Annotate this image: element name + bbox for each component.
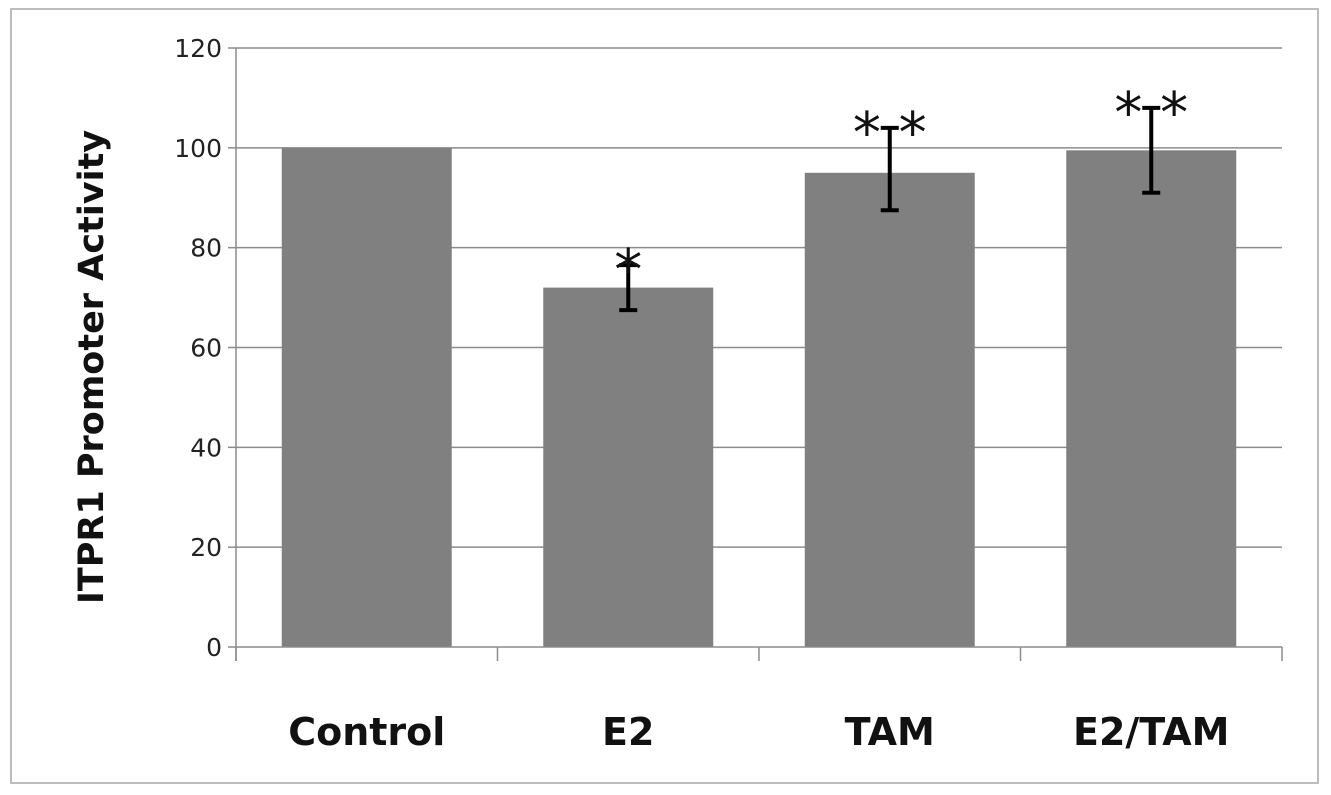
y-tick-label: 40 xyxy=(190,433,222,462)
bar-control xyxy=(281,147,452,648)
bars xyxy=(281,147,1237,648)
y-axis-ticks: 0 20 40 60 80 100 120 xyxy=(174,34,237,662)
category-label: Control xyxy=(288,710,445,754)
bar-e2 xyxy=(543,287,714,647)
significance-marker: * * xyxy=(853,101,927,166)
category-label: E2/TAM xyxy=(1073,710,1229,754)
category-labels: Control E2 TAM E2/TAM xyxy=(288,710,1229,754)
significance-marker: * xyxy=(614,238,642,303)
bar-e2-tam xyxy=(1066,150,1237,647)
significance-markers: * * * * * xyxy=(614,81,1188,303)
y-tick-label: 100 xyxy=(174,134,222,163)
error-bars xyxy=(619,105,1161,313)
category-label: TAM xyxy=(845,710,935,754)
y-axis-title: ITPR1 Promoter Activity xyxy=(72,130,112,605)
x-axis xyxy=(235,646,1283,661)
bar-tam xyxy=(804,172,975,647)
significance-marker: * * xyxy=(1114,81,1188,146)
category-label: E2 xyxy=(602,710,654,754)
y-tick-label: 80 xyxy=(190,234,222,263)
y-tick-label: 60 xyxy=(190,334,222,363)
y-tick-label: 0 xyxy=(206,633,222,662)
y-tick-label: 120 xyxy=(174,34,222,63)
y-tick-label: 20 xyxy=(190,533,222,562)
